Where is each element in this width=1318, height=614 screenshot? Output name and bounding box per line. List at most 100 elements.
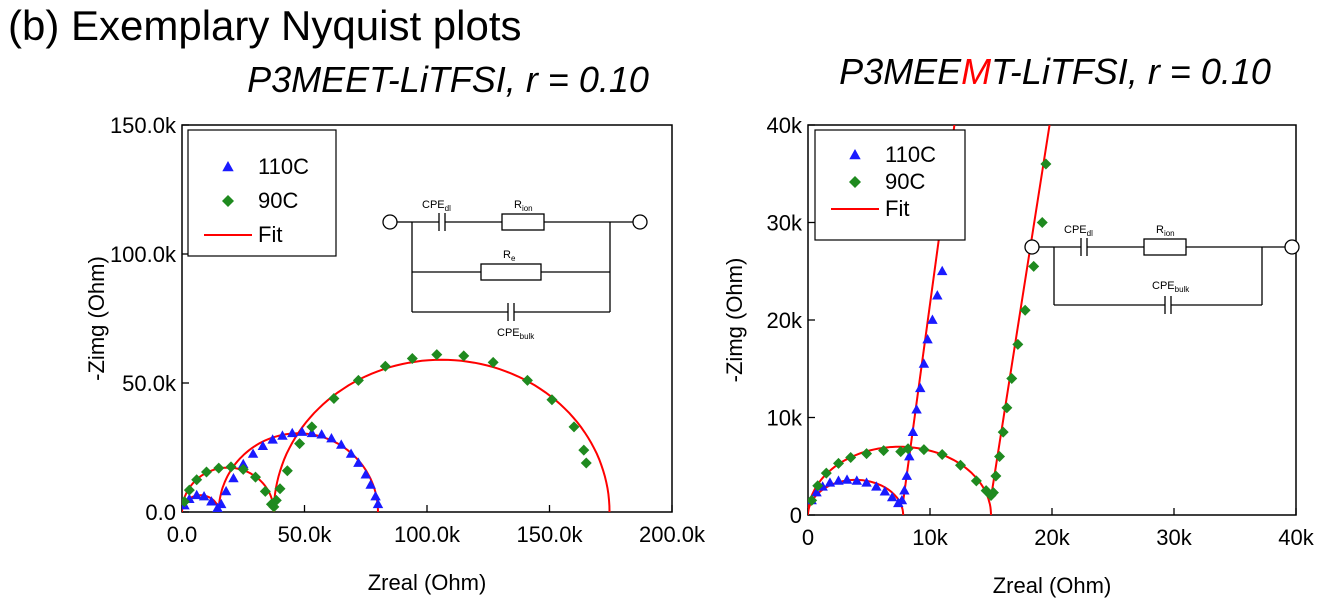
data-point-90C xyxy=(808,494,818,506)
data-point-90C xyxy=(458,350,470,362)
circuit-terminal-left xyxy=(1024,239,1040,255)
r-e-label: Re xyxy=(503,249,516,263)
data-point-110C xyxy=(228,472,239,483)
data-point-90C xyxy=(994,451,1006,462)
data-point-110C xyxy=(932,290,943,300)
data-point-90C xyxy=(225,461,237,473)
data-point-90C xyxy=(431,349,443,361)
data-point-90C xyxy=(487,356,499,368)
circuit-terminal-right xyxy=(1284,239,1300,255)
cpe-bulk-label-sub: bulk xyxy=(520,332,536,341)
r-ion-label-sub: ion xyxy=(1164,229,1175,238)
legend-label: 90C xyxy=(885,169,925,194)
data-point-110C xyxy=(220,485,232,496)
x-tick-label: 150.0k xyxy=(516,522,583,547)
data-point-110C xyxy=(841,474,853,484)
data-point-90C xyxy=(281,465,293,477)
r-ion-label: Rion xyxy=(1156,224,1175,238)
data-point-90C xyxy=(546,394,558,406)
chart-title-part: M xyxy=(961,51,991,92)
cpe-dl-label: CPEdl xyxy=(1064,224,1093,238)
data-point-90C xyxy=(987,487,999,499)
resistor-ion xyxy=(1143,238,1187,256)
legend: 110C 90C Fit xyxy=(187,129,337,257)
data-point-110C xyxy=(871,481,882,491)
x-axis-label: Zreal (Ohm) xyxy=(368,570,487,595)
x-axis-label: Zreal (Ohm) xyxy=(993,573,1112,598)
x-tick-label: 50.0k xyxy=(278,522,333,547)
data-point-90C xyxy=(250,471,261,483)
data-point-110C xyxy=(833,475,844,485)
data-point-90C xyxy=(191,474,203,486)
data-point-110C xyxy=(336,439,347,449)
legend-label: 110C xyxy=(885,142,936,167)
data-point-90C xyxy=(1001,402,1013,414)
data-point-90C xyxy=(294,438,306,450)
data-point-90C xyxy=(845,451,857,463)
data-point-90C xyxy=(328,392,340,404)
x-tick-label: 0 xyxy=(802,525,814,550)
legend-marker-triangle xyxy=(222,161,234,172)
data-point-90C xyxy=(270,494,282,506)
cpe-bulk-label-base: CPE xyxy=(497,327,520,339)
fit-line xyxy=(990,125,1051,498)
data-point-90C xyxy=(352,374,364,386)
legend-marker-diamond xyxy=(849,176,861,188)
cpe-bulk-label: CPEbulk xyxy=(1152,280,1190,294)
data-point-90C xyxy=(213,462,225,474)
data-point-110C xyxy=(879,486,891,496)
data-point-110C xyxy=(287,427,298,438)
data-point-90C xyxy=(918,444,930,456)
data-point-90C xyxy=(274,483,286,495)
circuit-terminal-right xyxy=(632,214,648,230)
data-point-110C xyxy=(907,426,919,436)
y-tick-label: 0.0 xyxy=(145,500,176,525)
data-point-110C xyxy=(247,448,259,458)
chart-title: P3MEET-LiTFSI, r = 0.10 xyxy=(247,59,649,100)
cpe-dl-label: CPEdl xyxy=(422,199,451,213)
cpe-dl-label-base: CPE xyxy=(1064,224,1087,236)
legend-marker-triangle xyxy=(849,149,861,160)
y-tick-label: 50.0k xyxy=(122,371,177,396)
data-point-110C xyxy=(360,469,371,479)
data-point-90C xyxy=(306,421,318,433)
data-point-110C xyxy=(824,477,836,487)
data-point-110C xyxy=(911,404,922,414)
x-tick-label: 40k xyxy=(1278,525,1314,550)
data-point-90C xyxy=(1012,338,1024,350)
data-point-110C xyxy=(372,498,384,509)
data-point-110C xyxy=(370,491,381,501)
r-ion-label-base: R xyxy=(514,199,522,211)
y-tick-label: 150.0k xyxy=(110,113,177,138)
legend-label: Fit xyxy=(258,222,282,247)
data-point-90C xyxy=(833,457,844,469)
chart-title: P3MEEMT-LiTFSI, r = 0.10 xyxy=(839,51,1271,92)
data-point-90C xyxy=(997,426,1009,438)
chart-right: P3MEEMT-LiTFSI, r = 0.10 0 10k 20k 30k 40k 0 10… xyxy=(722,51,1315,598)
r-ion-label: Rion xyxy=(514,199,533,213)
data-point-90C xyxy=(578,444,590,456)
data-point-90C xyxy=(568,421,580,433)
legend-label: Fit xyxy=(885,196,909,221)
data-point-90C xyxy=(902,443,914,455)
data-point-90C xyxy=(268,501,280,512)
r-ion-label-base: R xyxy=(1156,224,1164,236)
data-point-110C xyxy=(277,430,288,440)
data-point-90C xyxy=(259,485,271,497)
data-point-90C xyxy=(201,466,212,478)
y-tick-label: 100.0k xyxy=(110,242,177,267)
data-point-90C xyxy=(812,480,824,492)
resistor-e xyxy=(480,263,542,281)
x-tick-label: 100.0k xyxy=(394,522,461,547)
data-point-90C xyxy=(1040,158,1052,170)
r-ion-label-sub: ion xyxy=(522,204,533,213)
data-point-90C xyxy=(970,475,982,487)
x-tick-label: 10k xyxy=(912,525,948,550)
data-point-110C xyxy=(927,314,938,324)
y-tick-label: 0 xyxy=(790,503,802,528)
data-point-110C xyxy=(851,475,863,485)
data-point-90C xyxy=(820,467,832,479)
data-point-90C xyxy=(990,470,1002,482)
data-point-90C xyxy=(237,463,249,475)
